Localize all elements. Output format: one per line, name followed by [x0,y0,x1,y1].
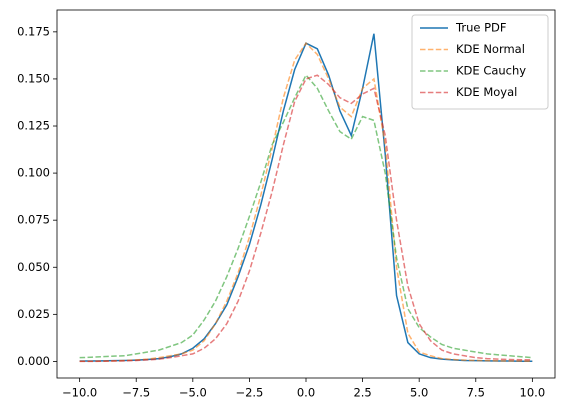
legend: True PDF KDE Normal KDE Cauchy KDE Moyal [411,14,549,110]
y-tick-label: 0.075 [17,213,50,227]
series-line [79,73,533,359]
legend-box [411,14,549,110]
x-tick-label: −10.0 [62,386,97,400]
legend-label: KDE Normal [456,42,525,56]
x-tick-label: −2.5 [235,386,263,400]
y-tick-label: 0.100 [17,166,50,180]
x-tick-label: 7.5 [467,386,485,400]
legend-label: KDE Moyal [456,85,517,99]
y-tick-label: 0.025 [17,307,50,321]
x-tick-label: 10.0 [520,386,546,400]
series-line [79,74,533,363]
x-tick-label: 2.5 [353,386,371,400]
y-tick-label: 0.000 [17,354,50,368]
y-tick-label: 0.175 [17,24,50,38]
plot-frame [56,9,556,379]
x-tick-label: −7.5 [122,386,150,400]
y-tick-label: 0.150 [17,71,50,85]
y-tick-label: 0.050 [17,260,50,274]
x-tick-label: −5.0 [179,386,207,400]
legend-label: True PDF [455,21,507,35]
y-tick-label: 0.125 [17,119,50,133]
legend-label: KDE Cauchy [456,64,526,78]
x-tick-label: 0.0 [297,386,315,400]
series-line [79,41,533,362]
x-tick-label: 5.0 [410,386,428,400]
